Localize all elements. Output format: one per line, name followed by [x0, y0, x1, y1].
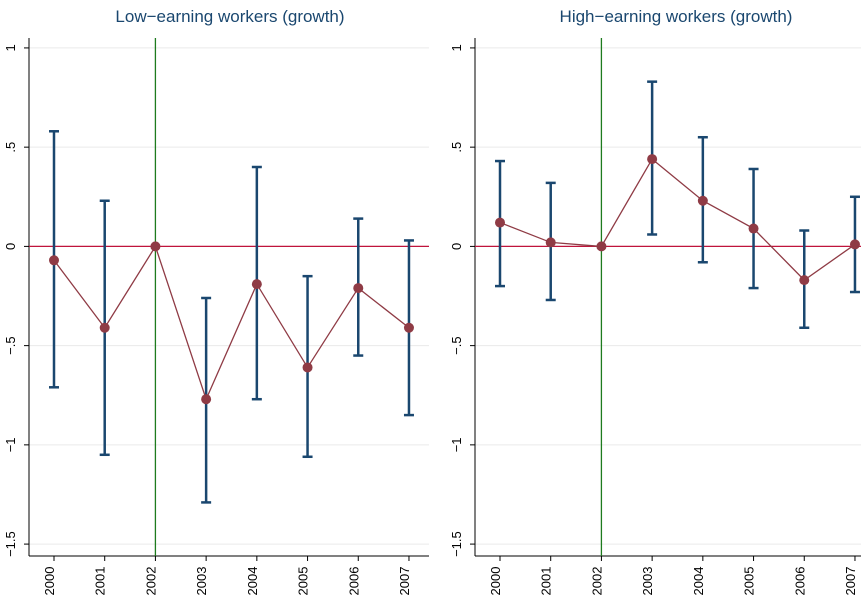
x-tick-label: 2006 [792, 567, 807, 596]
y-tick-label: .5 [3, 142, 18, 153]
point [201, 394, 212, 405]
y-tick-label: 0 [449, 243, 464, 250]
panel-title: High−earning workers (growth) [560, 7, 793, 26]
panel-title: Low−earning workers (growth) [115, 7, 344, 26]
x-tick-label: 2002 [143, 567, 158, 596]
x-tick-label: 2006 [346, 567, 361, 596]
y-tick-label: −.5 [449, 336, 464, 354]
x-tick-label: 2007 [397, 567, 412, 596]
x-tick-label: 2000 [42, 567, 57, 596]
y-tick-label: −.5 [3, 336, 18, 354]
x-tick-label: 2003 [640, 567, 655, 596]
x-tick-label: 2005 [296, 567, 311, 596]
y-tick-label: −1 [449, 437, 464, 452]
x-tick-label: 2000 [488, 567, 503, 596]
point [353, 283, 364, 294]
point [697, 195, 708, 206]
x-tick-label: 2005 [742, 567, 757, 596]
point [495, 217, 505, 228]
point [647, 154, 658, 165]
x-tick-label: 2002 [589, 567, 604, 596]
y-tick-label: 1 [3, 44, 18, 51]
x-tick-label: 2007 [843, 567, 858, 596]
point [799, 275, 810, 286]
x-tick-label: 2004 [245, 567, 260, 596]
point [849, 239, 860, 250]
series-line [499, 158, 856, 281]
point [99, 322, 110, 333]
x-tick-label: 2001 [93, 567, 108, 596]
point [49, 255, 59, 266]
point [302, 362, 313, 373]
y-tick-label: 0 [3, 243, 18, 250]
y-tick-label: .5 [449, 142, 464, 153]
y-tick-label: −1 [3, 437, 18, 452]
x-tick-label: 2001 [539, 567, 554, 596]
point [748, 223, 759, 234]
x-tick-label: 2003 [194, 567, 209, 596]
point [251, 279, 262, 290]
x-tick-label: 2004 [691, 567, 706, 596]
point [403, 322, 414, 333]
point [150, 241, 161, 252]
y-tick-label: −1.5 [3, 531, 18, 557]
y-tick-label: 1 [449, 44, 464, 51]
point [545, 237, 556, 248]
series-line [53, 244, 410, 402]
point [596, 241, 607, 252]
y-tick-label: −1.5 [449, 531, 464, 557]
